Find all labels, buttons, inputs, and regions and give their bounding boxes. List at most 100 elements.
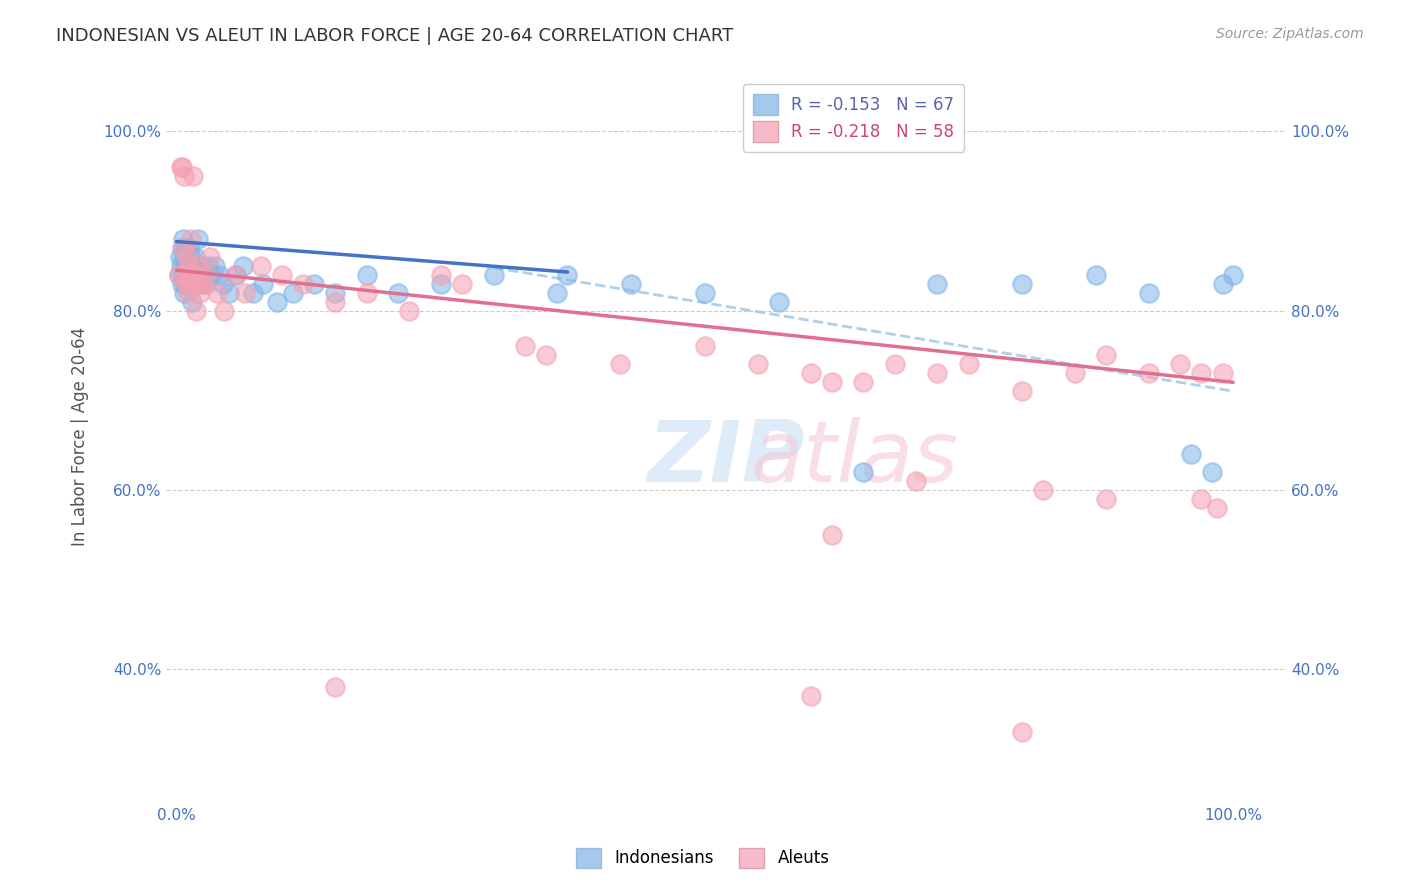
Point [187, 259, 209, 273]
Point [852, 376, 875, 390]
Point [233, 285, 256, 300]
Point [208, 268, 231, 282]
Point [183, 250, 205, 264]
Point [1212, 367, 1234, 381]
Point [167, 268, 190, 282]
Point [172, 232, 194, 246]
Point [1095, 348, 1118, 362]
Point [609, 357, 631, 371]
Point [170, 160, 193, 174]
Point [174, 241, 197, 255]
Point [1032, 483, 1054, 497]
Point [1095, 491, 1118, 506]
Point [323, 294, 346, 309]
Point [174, 277, 197, 291]
Point [482, 268, 505, 282]
Legend: Indonesians, Aleuts: Indonesians, Aleuts [569, 841, 837, 875]
Point [232, 259, 254, 273]
Point [170, 259, 193, 273]
Point [1201, 465, 1223, 479]
Point [181, 277, 204, 291]
Point [172, 241, 194, 255]
Point [218, 285, 240, 300]
Point [292, 277, 315, 291]
Point [323, 285, 346, 300]
Point [183, 268, 205, 282]
Point [177, 268, 200, 282]
Legend: R = -0.153   N = 67, R = -0.218   N = 58: R = -0.153 N = 67, R = -0.218 N = 58 [742, 84, 965, 152]
Point [266, 294, 288, 309]
Point [173, 250, 195, 264]
Point [174, 259, 197, 273]
Point [174, 268, 197, 282]
Point [1180, 447, 1202, 461]
Point [170, 241, 193, 255]
Point [387, 285, 409, 300]
Point [195, 268, 218, 282]
Point [242, 285, 264, 300]
Point [170, 277, 193, 291]
Point [193, 268, 215, 282]
Point [905, 474, 928, 488]
Point [177, 285, 200, 300]
Point [1011, 277, 1033, 291]
Point [693, 285, 716, 300]
Point [179, 268, 201, 282]
Point [200, 250, 222, 264]
Point [250, 259, 273, 273]
Point [183, 268, 205, 282]
Point [1137, 285, 1160, 300]
Point [195, 277, 218, 291]
Point [1011, 384, 1033, 399]
Point [179, 259, 201, 273]
Point [186, 277, 208, 291]
Point [536, 348, 558, 362]
Point [356, 285, 378, 300]
Point [191, 277, 214, 291]
Point [271, 268, 294, 282]
Point [1222, 268, 1244, 282]
Point [188, 285, 211, 300]
Point [170, 160, 193, 174]
Point [204, 259, 226, 273]
Point [180, 277, 202, 291]
Point [184, 303, 207, 318]
Point [176, 277, 198, 291]
Point [799, 689, 821, 703]
Point [169, 250, 191, 264]
Point [302, 277, 325, 291]
Point [927, 277, 949, 291]
Point [180, 232, 202, 246]
Point [693, 339, 716, 353]
Point [225, 268, 247, 282]
Point [1206, 500, 1229, 515]
Point [176, 250, 198, 264]
Point [768, 294, 790, 309]
Point [884, 357, 907, 371]
Point [200, 268, 222, 282]
Point [183, 169, 205, 183]
Point [252, 277, 274, 291]
Point [179, 241, 201, 255]
Point [173, 169, 195, 183]
Point [1168, 357, 1191, 371]
Point [398, 303, 420, 318]
Point [181, 259, 204, 273]
Point [179, 259, 201, 273]
Point [197, 259, 219, 273]
Point [167, 268, 190, 282]
Point [957, 357, 980, 371]
Point [184, 277, 207, 291]
Point [1191, 491, 1213, 506]
Point [1212, 277, 1234, 291]
Point [281, 285, 304, 300]
Point [191, 259, 214, 273]
Text: Source: ZipAtlas.com: Source: ZipAtlas.com [1216, 27, 1364, 41]
Point [1084, 268, 1107, 282]
Point [1137, 367, 1160, 381]
Point [356, 268, 378, 282]
Text: INDONESIAN VS ALEUT IN LABOR FORCE | AGE 20-64 CORRELATION CHART: INDONESIAN VS ALEUT IN LABOR FORCE | AGE… [56, 27, 734, 45]
Y-axis label: In Labor Force | Age 20-64: In Labor Force | Age 20-64 [72, 326, 89, 546]
Point [620, 277, 643, 291]
Point [172, 268, 194, 282]
